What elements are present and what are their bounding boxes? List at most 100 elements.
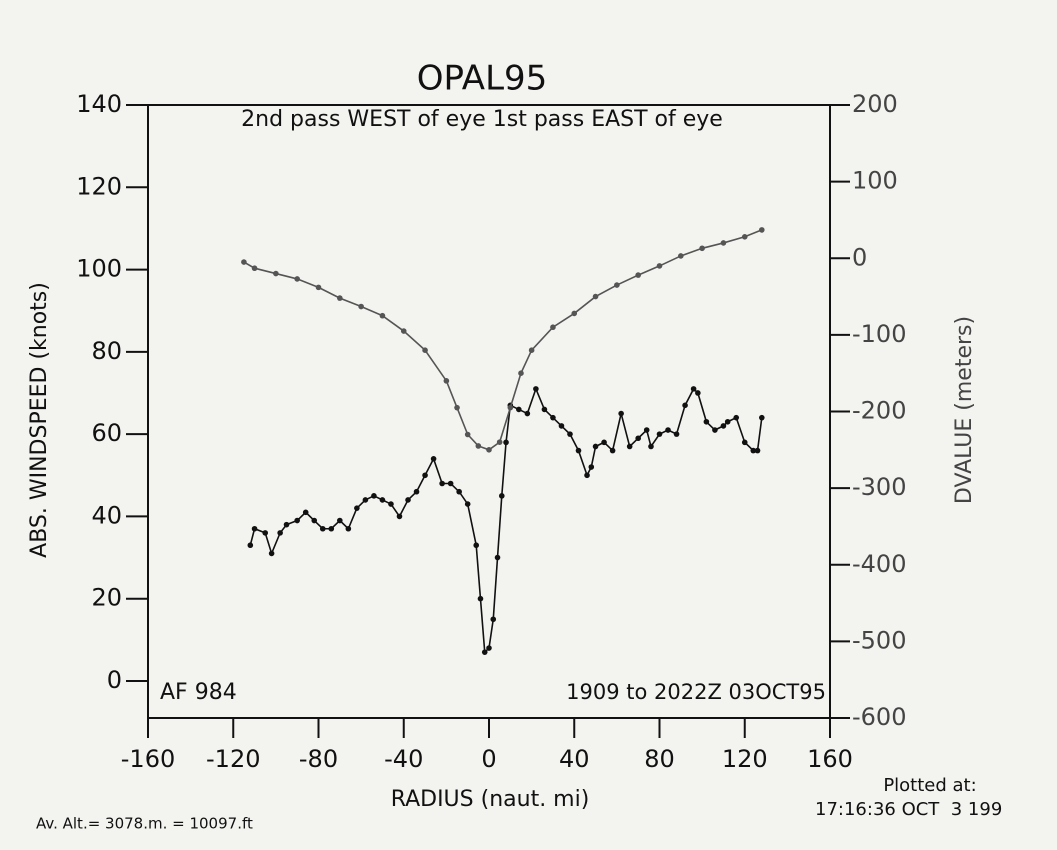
- data-point: [712, 427, 718, 433]
- data-point: [750, 447, 757, 454]
- data-point: [759, 227, 765, 233]
- x-tick-label: 0: [481, 745, 496, 773]
- data-point: [682, 402, 688, 409]
- data-point: [648, 443, 654, 450]
- data-point: [665, 427, 671, 433]
- data-point: [486, 447, 492, 453]
- data-point: [759, 414, 765, 421]
- y2-tick-label: 200: [852, 90, 898, 118]
- data-point: [643, 427, 650, 433]
- data-point: [690, 386, 697, 392]
- data-point: [618, 410, 624, 417]
- data-point: [720, 240, 727, 246]
- data-point: [724, 418, 731, 425]
- data-point: [430, 456, 437, 462]
- x-tick-label: 160: [807, 745, 853, 773]
- y2-tick-label: -400: [852, 550, 906, 578]
- y-tick-label: 80: [91, 337, 122, 365]
- data-point: [635, 272, 641, 278]
- data-point: [283, 521, 290, 528]
- data-point: [251, 265, 258, 272]
- y2-tick-label: 100: [852, 167, 898, 195]
- data-point: [656, 263, 663, 269]
- data-point: [443, 378, 450, 384]
- data-point: [477, 595, 484, 602]
- x-tick-label: -120: [206, 745, 260, 773]
- y2-tick-label: -500: [852, 626, 906, 654]
- x-tick-label: -40: [384, 745, 423, 773]
- data-point: [262, 530, 269, 536]
- data-point: [741, 439, 748, 446]
- data-point: [754, 447, 761, 454]
- data-point: [311, 517, 318, 524]
- series-line: [249, 386, 763, 654]
- x-axis-label: RADIUS (naut. mi): [391, 787, 590, 812]
- data-point: [567, 431, 573, 437]
- x-tick-label: 40: [559, 745, 590, 773]
- data-point: [439, 480, 445, 487]
- data-point: [273, 270, 279, 277]
- y2-tick-label: -600: [852, 703, 906, 731]
- x-tick-label: -160: [121, 745, 175, 773]
- data-point: [720, 423, 727, 429]
- data-point: [524, 410, 531, 417]
- data-point: [699, 245, 705, 252]
- y-tick-label: 60: [91, 419, 122, 447]
- data-point: [400, 328, 407, 334]
- annotation: 17:16:36 OCT 3 199: [815, 799, 1002, 820]
- data-point: [571, 310, 578, 317]
- y2-tick-label: -200: [852, 397, 906, 425]
- data-point: [422, 472, 428, 479]
- annotation: AF 984: [160, 680, 237, 705]
- data-point: [371, 493, 377, 499]
- y-tick-label: 0: [107, 666, 122, 694]
- data-point: [541, 406, 548, 413]
- data-point: [413, 488, 420, 495]
- y-axis-label: ABS. WINDSPEED (knots): [27, 282, 52, 558]
- data-point: [703, 418, 710, 425]
- data-point: [422, 347, 428, 354]
- data-point: [592, 443, 599, 450]
- data-point: [592, 293, 599, 300]
- y2-tick-label: 0: [852, 243, 867, 271]
- data-point: [345, 525, 352, 532]
- data-point: [496, 439, 503, 445]
- data-point: [319, 525, 326, 532]
- y-tick-label: 140: [76, 90, 122, 118]
- chart-subtitle: 2nd pass WEST of eye 1st pass EAST of ey…: [241, 107, 723, 132]
- y-tick-label: 120: [76, 172, 122, 200]
- data-point: [315, 284, 322, 291]
- data-point: [498, 493, 505, 499]
- data-point: [601, 439, 607, 446]
- data-point: [268, 550, 275, 557]
- x-tick-label: 120: [722, 745, 768, 773]
- data-point: [475, 443, 482, 449]
- data-point: [337, 295, 343, 301]
- data-point: [358, 303, 364, 310]
- data-point: [656, 431, 663, 437]
- data-point: [294, 517, 300, 524]
- y2-tick-label: -300: [852, 473, 906, 501]
- data-point: [490, 616, 497, 623]
- data-point: [405, 497, 411, 503]
- data-point: [362, 497, 369, 503]
- data-point: [354, 505, 360, 511]
- data-point: [486, 645, 492, 651]
- data-point: [678, 253, 684, 259]
- data-point: [379, 312, 386, 319]
- x-tick-label: -80: [299, 745, 338, 773]
- x-tick-label: 80: [644, 745, 675, 773]
- data-point: [241, 259, 247, 265]
- data-point: [584, 472, 590, 479]
- data-point: [626, 443, 633, 450]
- data-point: [516, 406, 522, 413]
- data-point: [673, 431, 680, 437]
- data-point: [396, 513, 403, 520]
- plot-frame: [147, 104, 831, 719]
- data-point: [507, 404, 514, 411]
- y2-tick-label: -100: [852, 320, 906, 348]
- data-point: [494, 554, 501, 561]
- y-tick-label: 40: [91, 501, 122, 529]
- data-point: [575, 447, 582, 454]
